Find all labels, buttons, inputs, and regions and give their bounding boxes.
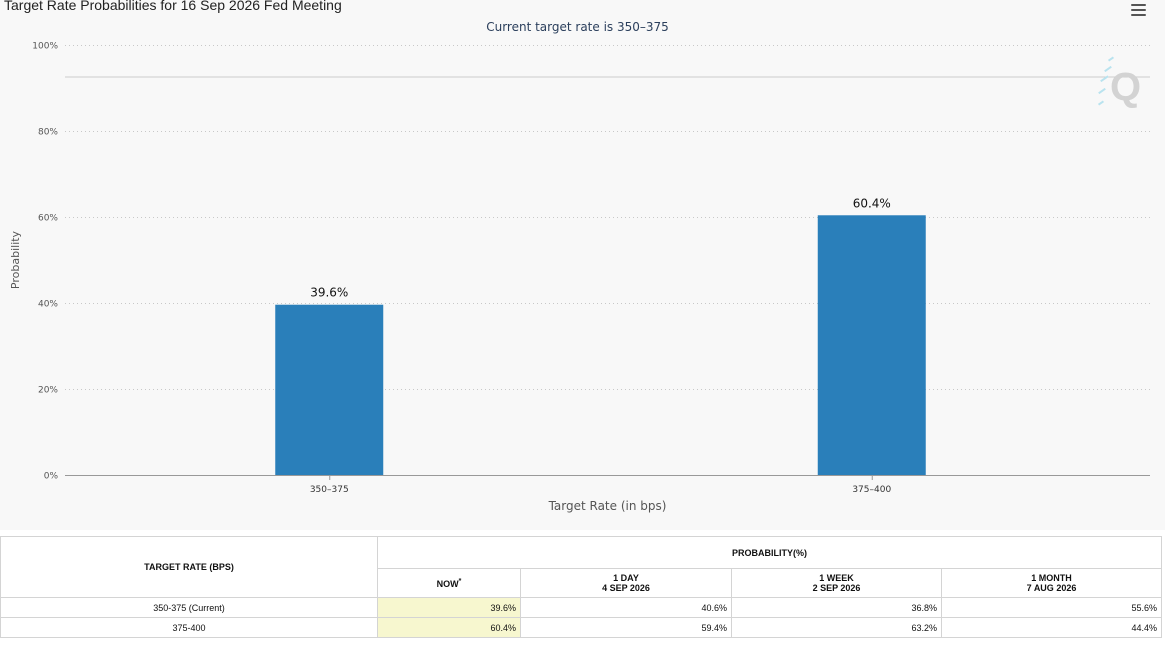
probability-table: TARGET RATE (BPS) PROBABILITY(%) NOW* 1 … bbox=[0, 536, 1162, 638]
data-label: 60.4% bbox=[853, 196, 891, 210]
rate-cell: 350-375 (Current) bbox=[0, 597, 378, 618]
period-header-1-month: 1 MONTH 7 AUG 2026 bbox=[941, 568, 1162, 598]
now-header-marker: * bbox=[458, 578, 462, 585]
chart-menu-button[interactable] bbox=[1128, 2, 1150, 18]
now-header: NOW* bbox=[377, 568, 521, 598]
chart-panel: 0% 20% 40% 60% 80% 100% 39.6% 350–375 60.4% 375–4… bbox=[4, 0, 1150, 513]
hamburger-menu-icon-line bbox=[1131, 14, 1146, 16]
period-header-1-day: 1 DAY 4 SEP 2026 bbox=[520, 568, 732, 598]
week-cell: 63.2% bbox=[731, 617, 942, 638]
target-rate-header: TARGET RATE (BPS) bbox=[0, 536, 378, 598]
period-header-line1: 1 WEEK bbox=[819, 573, 854, 583]
day-cell: 59.4% bbox=[520, 617, 732, 638]
y-tick-label: 20% bbox=[38, 386, 58, 396]
probability-table-wrap: TARGET RATE (BPS) PROBABILITY(%) NOW* 1 … bbox=[0, 536, 1165, 638]
month-cell: 44.4% bbox=[941, 617, 1162, 638]
table-row: 350-375 (Current) 39.6% 40.6% 36.8% 55.6… bbox=[0, 597, 1162, 618]
y-tick-label: 0% bbox=[44, 472, 59, 482]
chart-subtitle: Current target rate is 350–375 bbox=[486, 20, 669, 34]
month-cell: 55.6% bbox=[941, 597, 1162, 618]
hamburger-menu-icon-line bbox=[1131, 9, 1146, 11]
bar bbox=[817, 215, 926, 475]
period-header-line1: 1 DAY bbox=[613, 573, 639, 583]
period-header-line1: 1 MONTH bbox=[1031, 573, 1072, 583]
y-tick-label: 60% bbox=[38, 214, 58, 224]
bar-chart: 0% 20% 40% 60% 80% 100% 39.6% 350–375 60.4% 375–4… bbox=[9, 42, 1150, 513]
now-cell: 60.4% bbox=[377, 617, 521, 638]
now-header-label: NOW bbox=[436, 579, 459, 589]
probability-header: PROBABILITY(%) bbox=[377, 536, 1162, 569]
week-cell: 36.8% bbox=[731, 597, 942, 618]
x-axis-title: Target Rate (in bps) bbox=[548, 499, 667, 513]
hamburger-menu-icon bbox=[1131, 4, 1146, 6]
bar bbox=[275, 304, 384, 475]
q-logo-icon: Q bbox=[1097, 56, 1141, 109]
now-cell: 39.6% bbox=[377, 597, 521, 618]
rate-cell: 375-400 bbox=[0, 617, 378, 638]
y-tick-label: 40% bbox=[38, 300, 58, 310]
x-tick-label: 375–400 bbox=[852, 485, 891, 495]
y-tick-label: 100% bbox=[32, 42, 58, 52]
period-header-line2: 7 AUG 2026 bbox=[1026, 583, 1077, 593]
q-logo-letter: Q bbox=[1110, 65, 1141, 109]
chart-title: Target Rate Probabilities for 16 Sep 202… bbox=[4, 0, 342, 13]
period-header-1-week: 1 WEEK 2 SEP 2026 bbox=[731, 568, 942, 598]
y-tick-label: 80% bbox=[38, 128, 58, 138]
data-label: 39.6% bbox=[310, 286, 348, 300]
table-row: 375-400 60.4% 59.4% 63.2% 44.4% bbox=[0, 617, 1162, 638]
period-header-line2: 4 SEP 2026 bbox=[602, 583, 650, 593]
y-axis-title: Probability bbox=[9, 230, 22, 289]
period-header-line2: 2 SEP 2026 bbox=[812, 583, 861, 593]
x-tick-label: 350–375 bbox=[310, 485, 349, 495]
day-cell: 40.6% bbox=[520, 597, 732, 618]
